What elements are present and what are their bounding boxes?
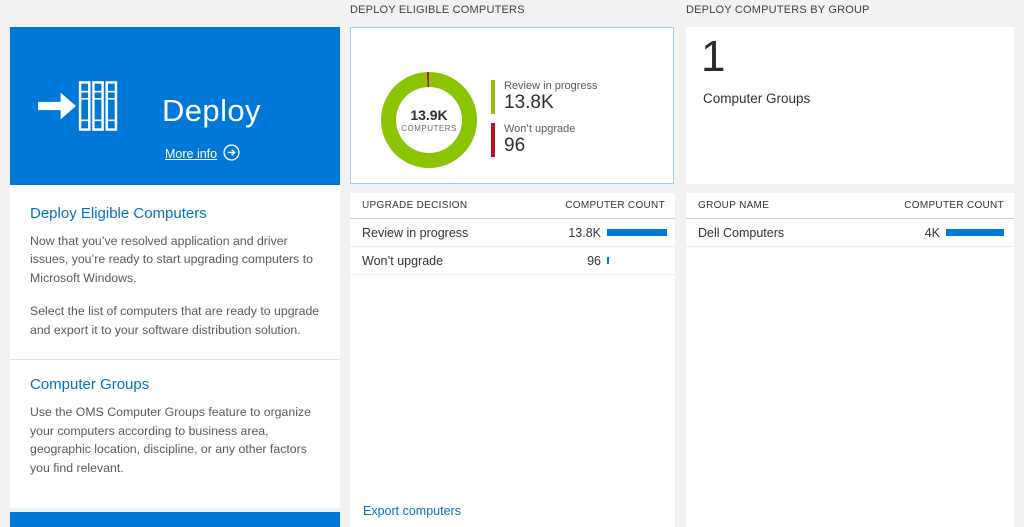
- legend-label: Won’t upgrade: [504, 122, 576, 135]
- section-paragraph: Select the list of computers that are re…: [30, 304, 320, 337]
- column-header-upgrade-decision: UPGRADE DECISION: [362, 200, 468, 211]
- row-label: Dell Computers: [698, 225, 785, 240]
- table-row-wont-upgrade[interactable]: Won’t upgrade 96: [350, 247, 675, 275]
- tile-title: Deploy: [162, 93, 261, 128]
- middle-column-header: DEPLOY ELIGIBLE COMPUTERS: [350, 4, 525, 16]
- more-info-link[interactable]: More info: [165, 144, 240, 164]
- row-value: 13.8K: [568, 225, 601, 240]
- table-header-row: UPGRADE DECISION COMPUTER COUNT: [350, 193, 675, 219]
- legend-item-review-in-progress: Review in progress 13.8K: [491, 80, 598, 114]
- row-value: 96: [587, 253, 601, 268]
- row-label: Won’t upgrade: [362, 253, 444, 268]
- row-value: 4K: [924, 225, 940, 240]
- export-computers-link[interactable]: Export computers: [363, 504, 461, 518]
- group-table-card: GROUP NAME COMPUTER COUNT Dell Computers…: [686, 193, 1014, 527]
- section-divider: [10, 359, 340, 361]
- column-header-computer-count: COMPUTER COUNT: [565, 200, 665, 211]
- donut-legend: Review in progress 13.8K Won’t upgrade 9…: [491, 80, 598, 157]
- deploy-arrow-books-icon: [36, 77, 118, 135]
- legend-value: 96: [504, 134, 526, 156]
- computer-groups-count-card[interactable]: 1 Computer Groups: [686, 27, 1014, 184]
- row-bar-track: [601, 229, 667, 236]
- more-info-label: More info: [165, 147, 218, 161]
- table-row-review-in-progress[interactable]: Review in progress 13.8K: [350, 219, 675, 247]
- column-header-computer-count: COMPUTER COUNT: [904, 200, 1004, 211]
- group-count: 1: [701, 32, 726, 81]
- table-row-dell-computers[interactable]: Dell Computers 4K: [686, 219, 1014, 247]
- donut-center-label: COMPUTERS: [401, 124, 457, 133]
- section-paragraph: Now that you’ve resolved application and…: [30, 234, 313, 285]
- legend-label: Review in progress: [504, 80, 598, 92]
- donut-chart: 13.9K COMPUTERS: [381, 72, 477, 168]
- column-header-group-name: GROUP NAME: [698, 200, 770, 211]
- row-bar-track: [601, 257, 667, 264]
- description-card: Deploy Eligible Computers Now that you’v…: [10, 185, 340, 508]
- legend-item-wont-upgrade: Won’t upgrade 96: [491, 122, 598, 157]
- section-heading-deploy-eligible: Deploy Eligible Computers: [30, 205, 207, 222]
- row-bar: [607, 229, 667, 236]
- row-label: Review in progress: [362, 225, 469, 240]
- table-header-row: GROUP NAME COMPUTER COUNT: [686, 193, 1014, 219]
- row-bar: [946, 229, 1004, 236]
- upgrade-decision-table-card: UPGRADE DECISION COMPUTER COUNT Review i…: [350, 193, 675, 527]
- donut-center-value: 13.9K: [410, 107, 448, 123]
- group-count-label: Computer Groups: [703, 91, 811, 106]
- eligible-computers-chart-card[interactable]: 13.9K COMPUTERS Review in progress 13.8K…: [350, 27, 674, 184]
- arrow-circle-icon: [223, 144, 240, 164]
- row-bar: [607, 257, 609, 264]
- donut-center: 13.9K COMPUTERS: [396, 87, 462, 153]
- row-bar-track: [940, 229, 1006, 236]
- section-heading-computer-groups: Computer Groups: [30, 376, 150, 394]
- deploy-tile[interactable]: Deploy More info: [10, 27, 340, 185]
- legend-value: 13.8K: [504, 92, 554, 113]
- next-tile-edge: [10, 512, 340, 527]
- right-column-header: DEPLOY COMPUTERS BY GROUP: [686, 4, 870, 16]
- section-paragraph: Use the OMS Computer Groups feature to o…: [30, 405, 311, 475]
